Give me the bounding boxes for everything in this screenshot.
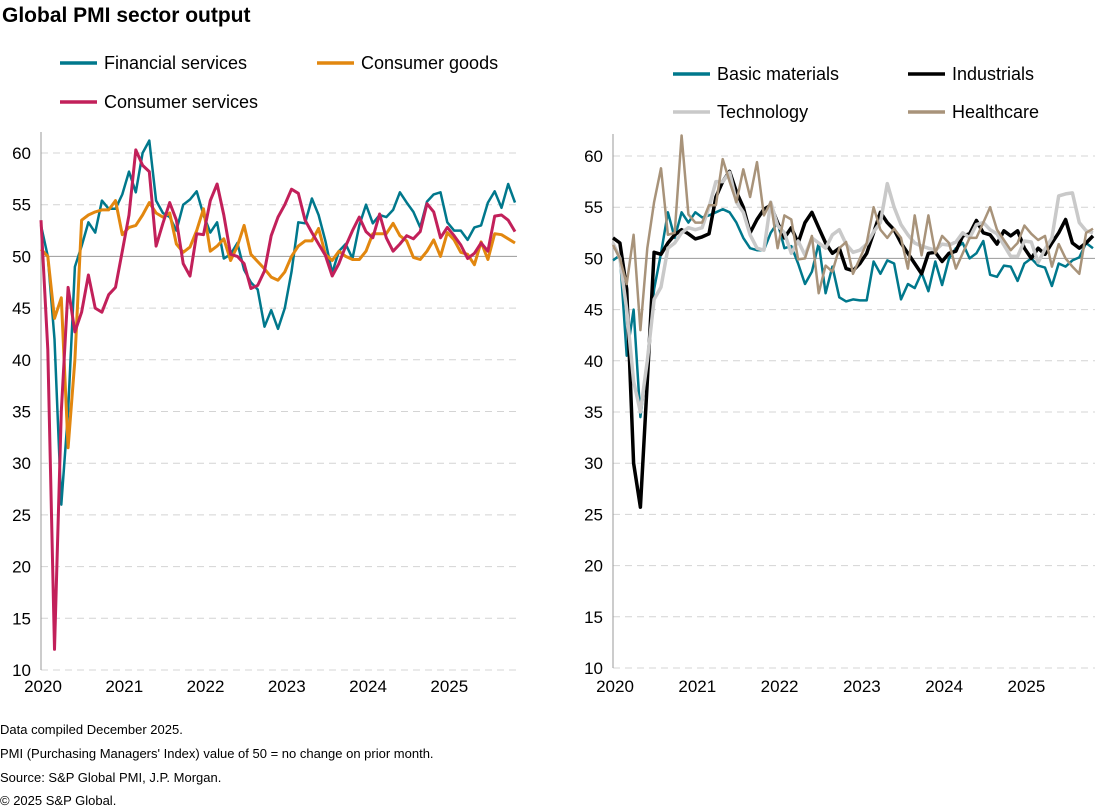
x-tick-label: 2021: [678, 677, 716, 696]
series-line-technology: [611, 170, 1094, 414]
series-line-industrials: [611, 169, 1095, 509]
legend-label: Healthcare: [952, 102, 1039, 122]
footnote-source: Source: S&P Global PMI, J.P. Morgan.: [0, 770, 222, 785]
y-tick-label: 15: [12, 609, 31, 628]
footnote-pmi-definition: PMI (Purchasing Managers' Index) value o…: [0, 746, 434, 761]
x-tick-label: 2025: [1008, 677, 1046, 696]
y-tick-label: 40: [12, 351, 31, 370]
series-line-financial-services: [39, 139, 517, 506]
series-line-consumer-services: [39, 148, 517, 651]
y-tick-label: 55: [584, 198, 603, 217]
x-tick-label: 2022: [761, 677, 799, 696]
series-line-consumer-goods: [39, 199, 516, 450]
legend-label: Consumer goods: [361, 53, 498, 73]
y-tick-label: 15: [584, 608, 603, 627]
x-tick-label: 2023: [268, 677, 306, 696]
series-line-healthcare: [611, 134, 1094, 332]
y-tick-label: 20: [584, 557, 603, 576]
y-tick-label: 30: [12, 454, 31, 473]
x-tick-label: 2024: [349, 677, 387, 696]
x-tick-label: 2020: [596, 677, 634, 696]
footnote-data-compiled: Data compiled December 2025.: [0, 722, 183, 737]
y-tick-label: 45: [584, 301, 603, 320]
y-tick-label: 35: [12, 403, 31, 422]
y-tick-label: 25: [584, 505, 603, 524]
y-tick-label: 25: [12, 506, 31, 525]
legend-item-technology: Technology: [673, 102, 808, 122]
legend-item-industrials: Industrials: [908, 64, 1034, 84]
x-tick-label: 2024: [925, 677, 963, 696]
legend-label: Industrials: [952, 64, 1034, 84]
legend-item-basic-materials: Basic materials: [673, 64, 839, 84]
y-tick-label: 30: [584, 454, 603, 473]
chart-title: Global PMI sector output: [2, 4, 251, 27]
legend-item-healthcare: Healthcare: [908, 102, 1039, 122]
y-tick-label: 45: [12, 299, 31, 318]
x-tick-label: 2025: [430, 677, 468, 696]
legend-label: Technology: [717, 102, 808, 122]
y-tick-label: 10: [12, 661, 31, 680]
y-tick-label: 10: [584, 659, 603, 678]
y-tick-label: 40: [584, 352, 603, 371]
y-tick-label: 60: [12, 144, 31, 163]
footnote-copyright: © 2025 S&P Global.: [0, 793, 117, 808]
x-tick-label: 2020: [24, 677, 62, 696]
legend-item-financial-services: Financial services: [60, 53, 247, 73]
y-tick-label: 60: [584, 147, 603, 166]
legend-label: Basic materials: [717, 64, 839, 84]
y-tick-label: 50: [12, 247, 31, 266]
series-line-basic-materials: [612, 207, 1094, 419]
y-tick-label: 50: [584, 249, 603, 268]
legend-label: Financial services: [104, 53, 247, 73]
x-tick-label: 2022: [187, 677, 225, 696]
x-tick-label: 2023: [843, 677, 881, 696]
y-tick-label: 35: [584, 403, 603, 422]
legend-item-consumer-goods: Consumer goods: [317, 53, 498, 73]
legend-item-consumer-services: Consumer services: [60, 92, 258, 112]
y-tick-label: 55: [12, 196, 31, 215]
legend-label: Consumer services: [104, 92, 258, 112]
x-tick-label: 2021: [105, 677, 143, 696]
y-tick-label: 20: [12, 558, 31, 577]
